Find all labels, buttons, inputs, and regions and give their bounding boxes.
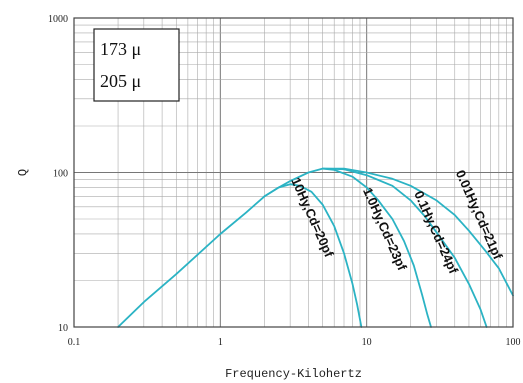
curve-label-3: 0.01Hy,Cd=21pf bbox=[453, 168, 506, 263]
x-axis-label: Frequency-Kilohertz bbox=[225, 367, 362, 381]
tick-label-layer: 0.1 1 10 100 10 100 1000 bbox=[48, 14, 521, 348]
legend-rect bbox=[93, 28, 180, 102]
legend-line-1: 173 μ bbox=[100, 39, 141, 59]
x-tick-label: 0.1 bbox=[68, 337, 81, 348]
y-axis-label: Q bbox=[16, 169, 30, 176]
curve-layer bbox=[117, 167, 514, 328]
series-line-3 bbox=[321, 167, 514, 297]
curve-label-layer: 10Hy,Cd=20pf 1.0Hy,Cd=23pf 0.1Hy,Cd=24pf0.… bbox=[288, 168, 506, 277]
plot-frame bbox=[73, 17, 514, 328]
y-tick-label: 100 bbox=[53, 169, 68, 180]
x-tick-label: 100 bbox=[506, 337, 521, 348]
y-tick-label: 10 bbox=[58, 323, 68, 334]
series-line-0 bbox=[117, 183, 363, 328]
x-tick-label: 1 bbox=[218, 337, 223, 348]
legend-box: 173 μ 205 μ bbox=[93, 28, 180, 102]
curve-label-1: 1.0Hy,Cd=23pf bbox=[360, 185, 410, 273]
x-tick-label: 10 bbox=[362, 337, 372, 348]
legend-line-2: 205 μ bbox=[100, 71, 141, 91]
y-tick-label: 1000 bbox=[48, 14, 68, 25]
series-line-2 bbox=[321, 167, 488, 328]
series-line-1 bbox=[263, 167, 432, 328]
